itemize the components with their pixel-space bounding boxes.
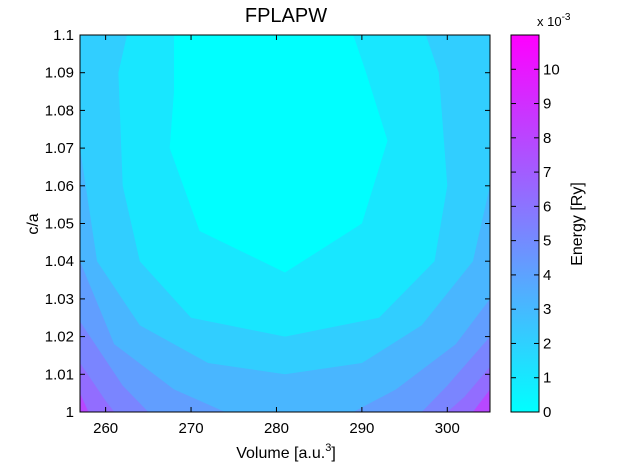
x-axis-label: Volume [a.u.3] [236, 442, 336, 462]
colorbar-tick-label: 9 [543, 96, 551, 113]
y-axis: 1 1.01 1.02 1.03 1.04 1.05 1.06 1.07 1.08 1.09 1.1 [45, 27, 490, 421]
x-axis-label-superscript: 3 [325, 442, 331, 454]
plot-area: 260 270 280 290 300 1 1.01 1.02 1.03 1.04 1.05 1.0… [45, 27, 491, 437]
colorbar-tick-label: 10 [543, 61, 560, 78]
x-tick-label: 270 [179, 420, 204, 437]
chart-title: FPLAPW [245, 5, 327, 27]
y-tick-label: 1.02 [45, 329, 74, 346]
colorbar-tick-label: 6 [543, 198, 551, 215]
y-axis-label: c/a [25, 213, 42, 234]
y-tick-label: 1 [66, 404, 74, 421]
colorbar-tick-label: 5 [543, 233, 551, 250]
colorbar-tick-label: 8 [543, 130, 551, 147]
x-tick-label: 280 [264, 420, 289, 437]
colorbar-tick-label: 1 [543, 370, 551, 387]
colorbar-tick-label: 7 [543, 164, 551, 181]
colorbar-tick-label: 4 [543, 267, 551, 284]
colorbar: 0 1 2 3 4 5 6 7 8 9 10 x 10-3 Energy [Ry] [510, 12, 586, 421]
y-tick-label: 1.1 [53, 27, 74, 44]
y-tick-label: 1.05 [45, 216, 74, 233]
colorbar-exponent: x 10-3 [537, 12, 571, 29]
colorbar-tick-label: 3 [543, 301, 551, 318]
y-tick-label: 1.09 [45, 65, 74, 82]
y-tick-label: 1.03 [45, 291, 74, 308]
colorbar-label: Energy [Ry] [569, 182, 586, 266]
colorbar-tick-label: 0 [543, 404, 551, 421]
y-tick-label: 1.04 [45, 253, 74, 270]
contour-band [169, 35, 388, 273]
x-tick-label: 260 [93, 420, 118, 437]
colorbar-tick-label: 2 [543, 335, 551, 352]
colorbar-exponent-power: -3 [562, 12, 571, 23]
x-axis: 260 270 280 290 300 [93, 35, 460, 437]
x-tick-label: 290 [349, 420, 374, 437]
colorbar-gradient [510, 34, 540, 413]
y-tick-label: 1.01 [45, 366, 74, 383]
y-tick-label: 1.06 [45, 178, 74, 195]
y-tick-label: 1.08 [45, 102, 74, 119]
colorbar-ticks: 0 1 2 3 4 5 6 7 8 9 10 [511, 61, 560, 421]
contour-fills [80, 35, 490, 412]
y-tick-label: 1.07 [45, 140, 74, 157]
x-axis-label-suffix: ] [331, 445, 335, 462]
x-tick-label: 300 [435, 420, 460, 437]
